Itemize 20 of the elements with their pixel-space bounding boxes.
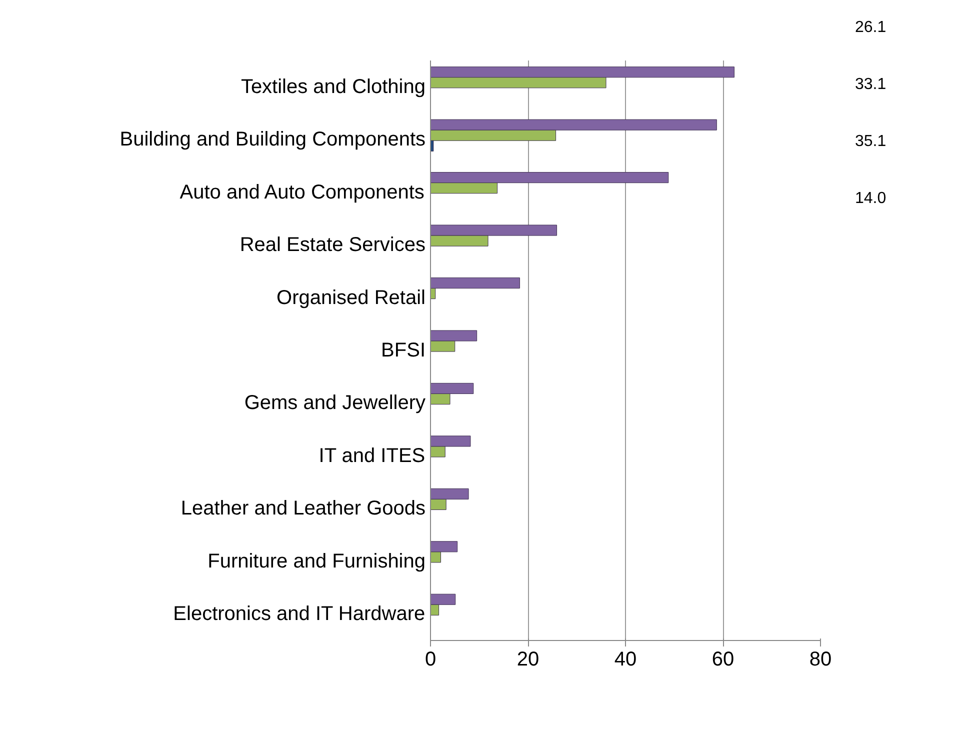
y-tick-label: Gems and Jewellery bbox=[244, 392, 426, 414]
y-tick-label: Real Estate Services bbox=[240, 234, 426, 256]
x-tick-label: 0 bbox=[424, 648, 436, 670]
y-tick-label: Furniture and Furnishing bbox=[208, 550, 426, 572]
x-tick-label: 20 bbox=[516, 648, 540, 670]
y-tick-label: BFSI bbox=[381, 340, 426, 362]
y-tick-label: Electronics and IT Hardware bbox=[173, 603, 426, 626]
text: 26.1 bbox=[855, 18, 886, 38]
text: 35.1 bbox=[855, 132, 886, 152]
y-tick-label: Building and Building Components bbox=[120, 128, 426, 151]
x-tick-label: 80 bbox=[809, 648, 832, 670]
y-tick-label: Auto and Auto Components bbox=[180, 181, 424, 204]
y-tick-label: Leather and Leather Goods bbox=[180, 498, 426, 520]
y-tick-label: Textiles and Clothing bbox=[240, 76, 426, 98]
text: 14.0 bbox=[855, 188, 886, 209]
x-tick-label: 60 bbox=[712, 648, 734, 670]
y-tick-label: IT and ITES bbox=[318, 444, 426, 467]
x-tick-label: 40 bbox=[614, 648, 637, 670]
text: 33.1 bbox=[855, 74, 886, 95]
y-tick-label: Organised Retail bbox=[276, 286, 426, 309]
